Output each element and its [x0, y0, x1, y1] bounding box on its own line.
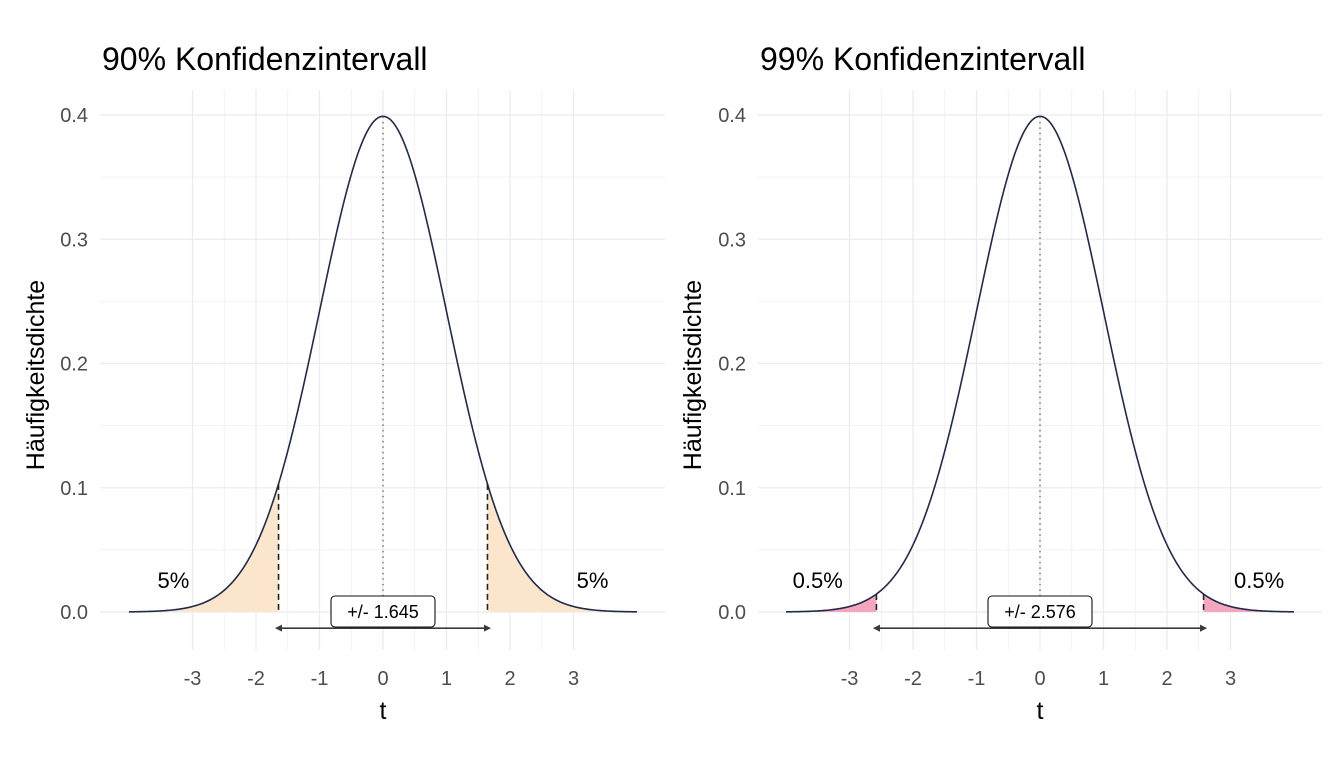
x-tick-label: 2 — [504, 668, 515, 690]
y-tick-label: 0.0 — [718, 602, 746, 624]
x-tick-label: 0 — [377, 668, 388, 690]
x-tick-label: 1 — [1098, 668, 1109, 690]
chart-title: 99% Konfidenzintervall — [760, 41, 1086, 77]
annotation-box — [987, 595, 1093, 628]
chart-title: 90% Konfidenzintervall — [102, 41, 428, 77]
x-tick-label: -2 — [247, 668, 265, 690]
shaded-tail-left — [786, 594, 877, 612]
chart-panel-99: +/- 2.576 0.5% 0.5% 0.0 0.1 0.2 0.3 0.4 -3 -2 -1 0 1… — [679, 41, 1322, 725]
x-tick-label: -3 — [841, 668, 859, 690]
y-tick-label: 0.4 — [718, 105, 746, 127]
x-tick-label: 0 — [1034, 668, 1045, 690]
tail-label-right: 5% — [577, 568, 609, 593]
chart-panel-90: +/- 1.645 5% 5% 0.0 0.1 0.2 0.3 0.4 -3 -2 -1 0 1 2 3 t H… — [22, 41, 665, 725]
annotation-box — [330, 595, 436, 628]
x-tick-label: -2 — [904, 668, 922, 690]
x-tick-label: -1 — [311, 668, 329, 690]
shaded-tail-left — [129, 483, 279, 612]
x-tick-label: 1 — [441, 668, 452, 690]
x-tick-label: 3 — [1225, 668, 1236, 690]
x-tick-label: 3 — [568, 668, 579, 690]
y-tick-label: 0.3 — [718, 229, 746, 251]
x-tick-label: -1 — [968, 668, 986, 690]
x-tick-label: -3 — [184, 668, 202, 690]
x-axis-title: t — [380, 697, 387, 725]
tail-label-left: 5% — [158, 568, 190, 593]
density-curve — [785, 115, 1295, 613]
annotation-label: +/- 2.576 — [1004, 602, 1076, 622]
y-tick-label: 0.2 — [718, 354, 746, 376]
y-tick-label: 0.2 — [60, 354, 88, 376]
tail-label-left: 0.5% — [793, 568, 843, 593]
annotation-label: +/- 1.645 — [347, 602, 419, 622]
x-tick-label: 2 — [1161, 668, 1172, 690]
shaded-tail-right — [487, 483, 637, 612]
tail-label-right: 0.5% — [1234, 568, 1284, 593]
y-tick-label: 0.0 — [60, 602, 88, 624]
y-axis-title: Häufigkeitsdichte — [679, 280, 707, 470]
y-tick-label: 0.1 — [718, 478, 746, 500]
y-tick-label: 0.1 — [60, 478, 88, 500]
x-axis-title: t — [1037, 697, 1044, 725]
y-tick-label: 0.3 — [60, 229, 88, 251]
y-tick-label: 0.4 — [60, 105, 88, 127]
y-axis-title: Häufigkeitsdichte — [22, 280, 50, 470]
density-curve — [128, 115, 638, 613]
shaded-tail-right — [1203, 594, 1294, 612]
